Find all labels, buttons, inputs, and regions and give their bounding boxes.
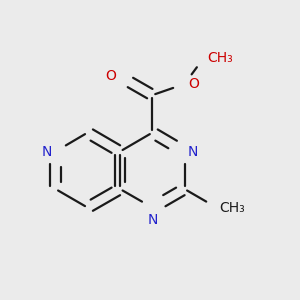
Text: O: O	[188, 77, 199, 91]
Text: O: O	[106, 70, 116, 83]
Text: N: N	[147, 213, 158, 227]
Text: CH₃: CH₃	[220, 201, 245, 214]
Text: CH₃: CH₃	[208, 51, 233, 64]
Text: N: N	[41, 145, 52, 158]
Text: N: N	[188, 145, 199, 158]
